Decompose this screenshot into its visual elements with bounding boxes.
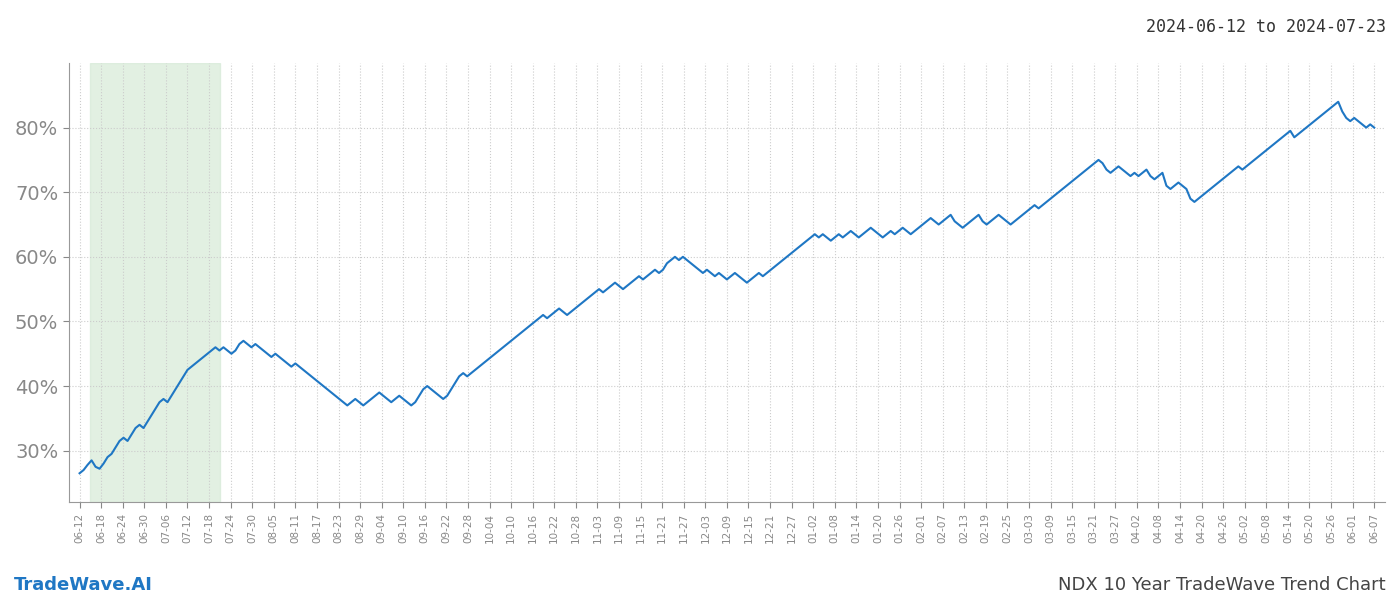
Bar [91,63,220,502]
Text: NDX 10 Year TradeWave Trend Chart: NDX 10 Year TradeWave Trend Chart [1058,576,1386,594]
Text: TradeWave.AI: TradeWave.AI [14,576,153,594]
Text: 2024-06-12 to 2024-07-23: 2024-06-12 to 2024-07-23 [1147,18,1386,36]
